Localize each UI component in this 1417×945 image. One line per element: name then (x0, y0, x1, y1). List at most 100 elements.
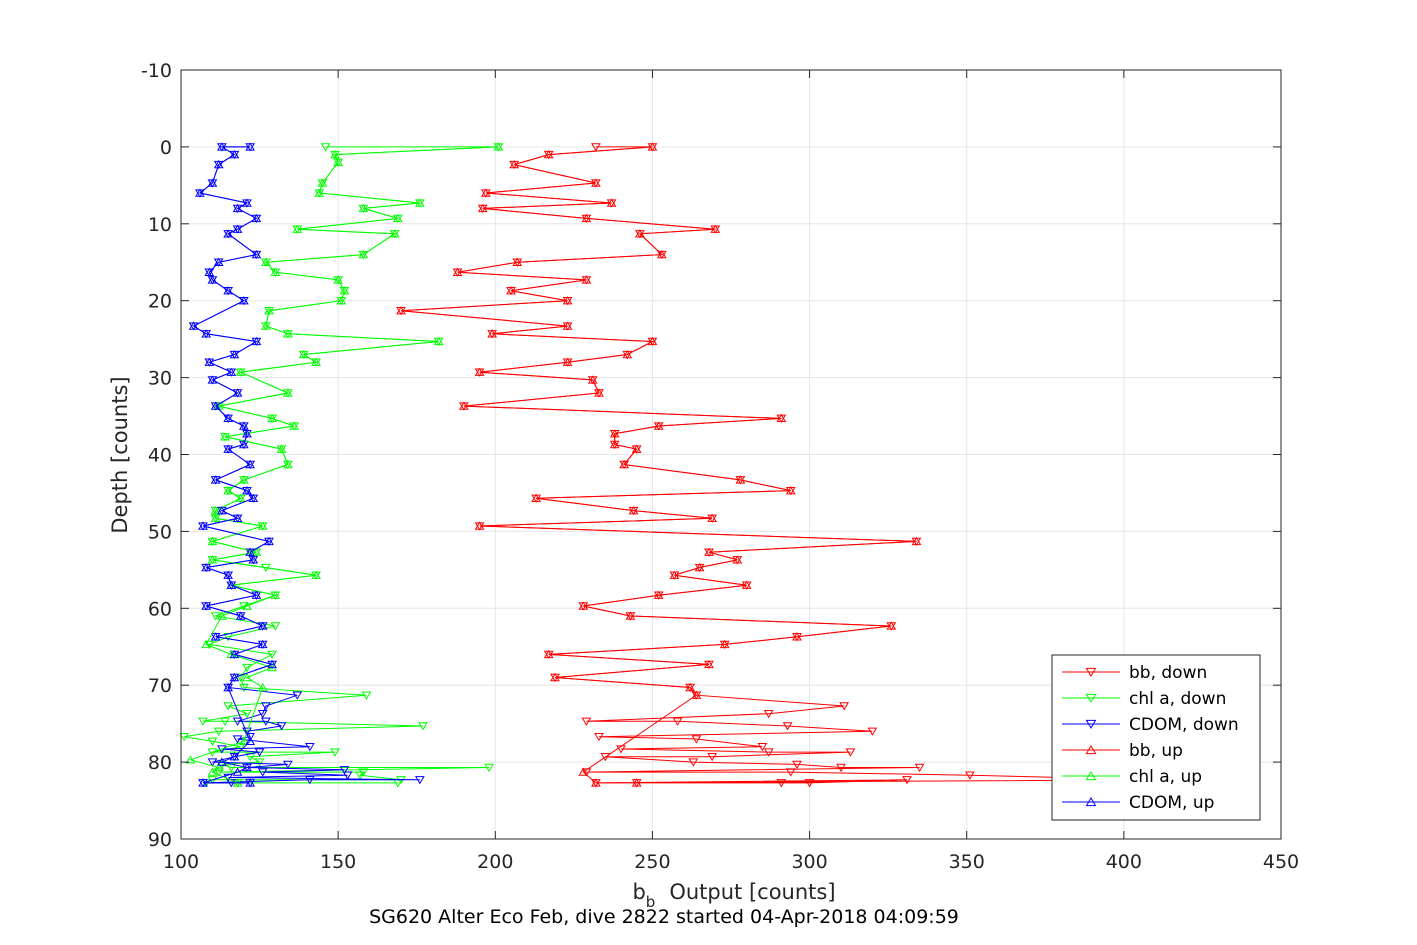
data-point (688, 758, 699, 767)
y-tick-label: 50 (148, 521, 172, 543)
data-point (251, 547, 262, 556)
legend-marker (1085, 667, 1097, 678)
data-point (223, 682, 234, 692)
data-point (242, 672, 252, 682)
data-point (581, 768, 592, 777)
data-point (289, 421, 300, 430)
data-point (691, 735, 702, 744)
data-point (719, 639, 730, 649)
data-point (600, 753, 611, 762)
data-point (562, 321, 573, 330)
x-tick-label: 400 (1106, 851, 1142, 873)
data-point (474, 521, 485, 530)
data-point (396, 306, 406, 315)
x-tick-label: 250 (634, 851, 670, 873)
data-point (389, 229, 400, 238)
data-point (257, 709, 268, 719)
legend-item: bb, down (1062, 663, 1207, 683)
data-point (245, 547, 256, 556)
data-point (342, 771, 353, 780)
series-bb-up (396, 142, 922, 787)
data-point (238, 439, 249, 449)
x-tick-label: 450 (1263, 851, 1299, 873)
data-point (267, 659, 278, 669)
data-point (257, 768, 268, 777)
data-point (550, 672, 560, 682)
data-point (414, 198, 425, 207)
data-point (201, 329, 212, 338)
data-point (333, 275, 344, 284)
series-layer (179, 142, 1161, 788)
data-point (210, 513, 221, 523)
data-point (242, 198, 252, 207)
data-point (257, 639, 268, 649)
data-point (223, 413, 234, 423)
data-point (185, 755, 196, 764)
x-tick-label: 200 (477, 851, 513, 873)
data-point (458, 401, 469, 410)
data-point (232, 203, 243, 213)
data-point (267, 650, 278, 660)
data-point (358, 249, 369, 259)
data-point (543, 649, 554, 659)
data-point (628, 506, 639, 515)
legend-item: CDOM, down (1062, 715, 1239, 735)
data-point (229, 649, 240, 659)
data-point (207, 767, 218, 776)
y-tick-label: 40 (148, 445, 172, 467)
data-point (216, 760, 227, 769)
data-point (210, 401, 221, 410)
data-point (213, 762, 224, 772)
data-point (213, 768, 224, 777)
data-point (242, 486, 252, 495)
legend-item: CDOM, up (1062, 793, 1214, 813)
data-point (298, 349, 309, 359)
data-point (609, 429, 620, 438)
data-point (792, 760, 802, 769)
data-point (210, 506, 221, 515)
data-point (590, 178, 601, 187)
data-point (704, 659, 714, 669)
data-point (506, 286, 516, 295)
data-point (242, 601, 252, 610)
legend-marker (1085, 693, 1097, 704)
data-point (204, 357, 215, 366)
data-point (804, 779, 815, 788)
data-point (292, 691, 303, 700)
x-tick-label: 100 (163, 851, 199, 873)
legend-box (1051, 654, 1261, 821)
data-point (653, 421, 664, 430)
data-point (590, 778, 601, 787)
data-point (257, 621, 268, 630)
data-point (226, 580, 237, 589)
data-point (672, 717, 683, 726)
data-point (229, 752, 240, 761)
data-point (245, 778, 256, 787)
data-point (336, 296, 347, 305)
data-point (210, 475, 221, 484)
data-point (207, 748, 218, 757)
data-point (625, 611, 636, 620)
data-point (213, 257, 224, 266)
data-point (201, 639, 212, 649)
data-point (201, 562, 212, 572)
x-tick-label: 300 (791, 851, 827, 873)
data-point (619, 459, 630, 469)
data-point (452, 267, 463, 276)
data-point (311, 357, 322, 366)
data-point (257, 682, 268, 692)
data-point (487, 329, 498, 338)
data-point (616, 745, 626, 754)
data-point (242, 429, 252, 438)
data-point (235, 493, 246, 503)
data-point (210, 612, 221, 621)
data-point (433, 336, 444, 346)
data-point (361, 691, 372, 700)
data-point (330, 748, 340, 757)
data-point (242, 762, 252, 772)
data-point (735, 475, 746, 484)
data-point (358, 203, 369, 213)
data-point (238, 475, 249, 484)
data-point (223, 286, 234, 295)
